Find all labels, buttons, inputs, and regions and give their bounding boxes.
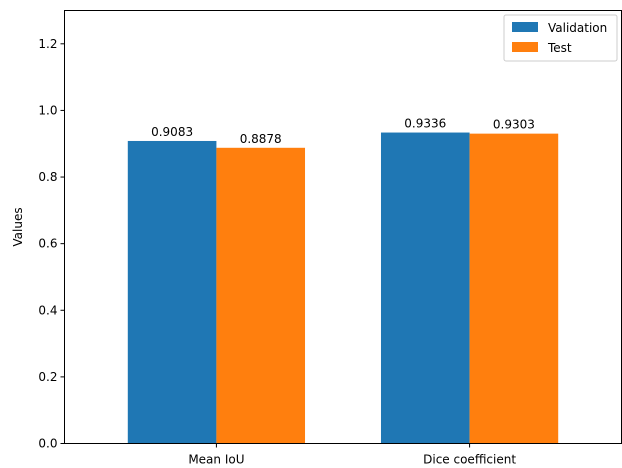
bar bbox=[380, 132, 470, 444]
bar bbox=[216, 147, 306, 444]
bar-value-label: 0.9336 bbox=[404, 117, 446, 131]
legend: Validation Test bbox=[503, 14, 618, 62]
bar bbox=[127, 140, 217, 444]
legend-label: Test bbox=[547, 41, 572, 55]
bar-value-label: 0.9083 bbox=[151, 125, 193, 139]
plot-area: 0.9083 0.8878 0.9336 0.9303 bbox=[127, 117, 559, 444]
y-tick-label: 0.4 bbox=[38, 303, 57, 317]
x-tick-label: Dice coefficient bbox=[423, 453, 516, 467]
legend-swatch bbox=[512, 42, 538, 52]
legend-swatch bbox=[512, 22, 538, 32]
y-axis-title: Values bbox=[11, 207, 25, 246]
bar-value-label: 0.8878 bbox=[240, 132, 282, 146]
bar-value-label: 0.9303 bbox=[493, 118, 535, 132]
y-tick-label: 0.2 bbox=[38, 370, 57, 384]
y-tick-label: 0.6 bbox=[38, 237, 57, 251]
y-tick-label: 0.8 bbox=[38, 170, 57, 184]
y-tick-label: 1.2 bbox=[38, 37, 57, 51]
y-tick-label: 0.0 bbox=[38, 437, 57, 451]
legend-label: Validation bbox=[548, 21, 607, 35]
y-tick-label: 1.0 bbox=[38, 103, 57, 117]
bar bbox=[469, 133, 559, 444]
x-axis-ticks: Mean IoU Dice coefficient bbox=[188, 443, 516, 467]
y-axis-ticks: 0.0 0.2 0.4 0.6 0.8 1.0 1.2 bbox=[38, 37, 65, 451]
x-tick-label: Mean IoU bbox=[188, 453, 244, 467]
